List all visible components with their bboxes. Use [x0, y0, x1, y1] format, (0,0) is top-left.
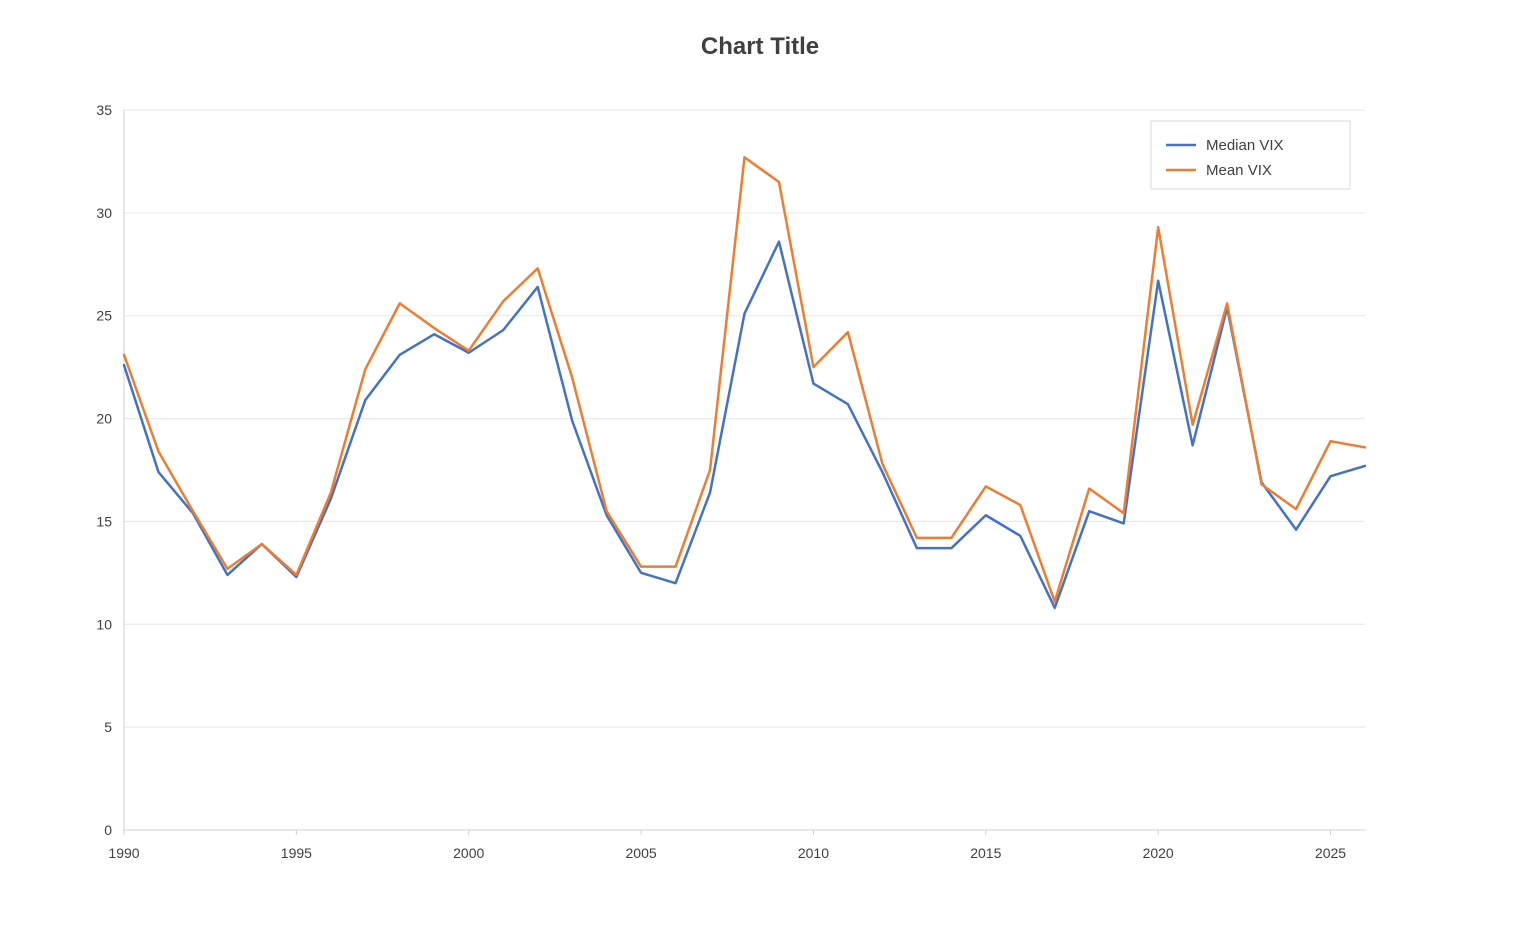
series-lines: [122, 156, 1367, 610]
series-line-mean-vix: [122, 156, 1367, 603]
y-tick-label: 20: [96, 411, 112, 427]
y-tick-label: 35: [96, 102, 112, 118]
y-tick-label: 30: [96, 205, 112, 221]
legend-box: [1150, 120, 1351, 190]
series-line-median-vix: [122, 240, 1367, 610]
x-tick-label: 1990: [108, 845, 139, 861]
x-tick-label: 2000: [453, 845, 484, 861]
x-tick-label: 2005: [626, 845, 657, 861]
y-tick-label: 25: [96, 308, 112, 324]
x-tick-label: 2025: [1315, 845, 1346, 861]
x-tick-label: 2015: [970, 845, 1001, 861]
legend-label: Median VIX: [1206, 137, 1284, 154]
x-tick-label: 1995: [281, 845, 312, 861]
gridlines: [124, 109, 1365, 728]
legend-label: Mean VIX: [1206, 162, 1272, 179]
x-tick-label: 2010: [798, 845, 829, 861]
y-tick-label: 15: [96, 513, 112, 529]
y-tick-label: 10: [96, 616, 112, 632]
x-tick-label: 2020: [1143, 845, 1174, 861]
y-tick-label: 0: [104, 822, 112, 838]
y-tick-label: 5: [104, 719, 112, 735]
chart-title: Chart Title: [701, 33, 819, 60]
legend: Median VIX Mean VIX: [1150, 120, 1351, 190]
